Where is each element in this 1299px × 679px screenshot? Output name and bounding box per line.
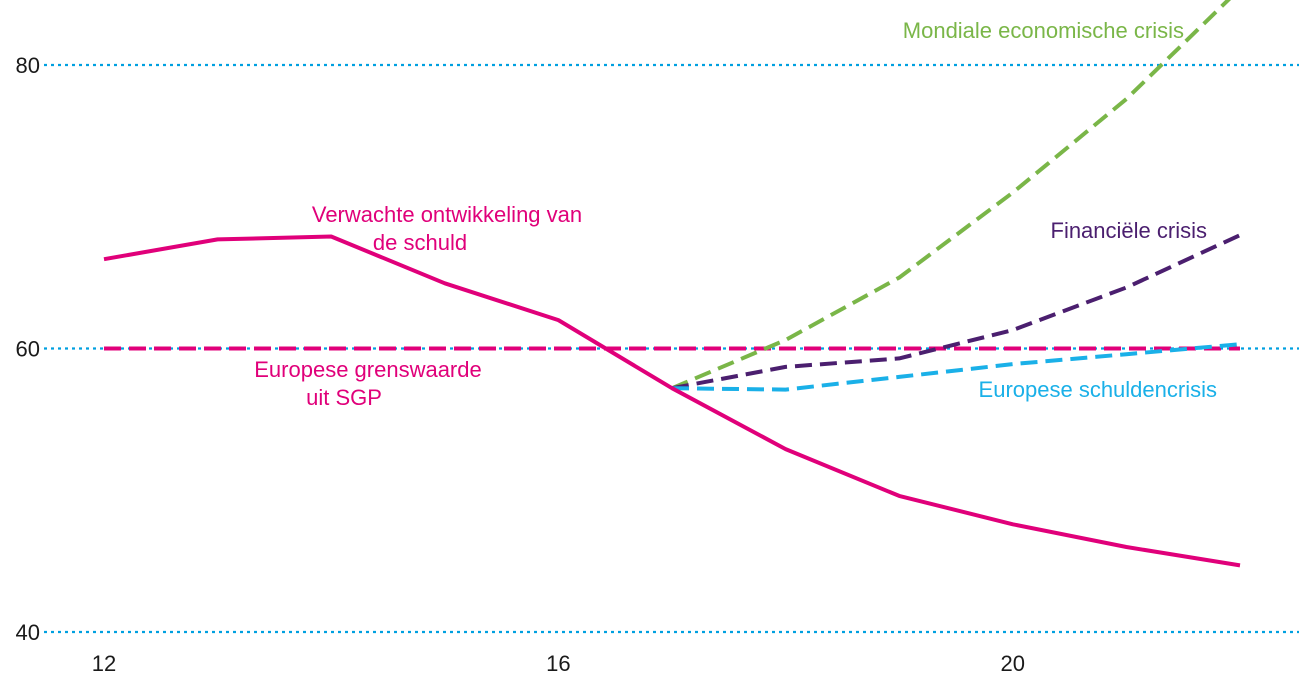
x-tick-label: 12 — [92, 651, 116, 676]
series-line-2 — [671, 0, 1232, 391]
annotation-grens-line1: Europese grenswaarde — [254, 357, 481, 382]
annotation-financieel: Financiële crisis — [1051, 218, 1208, 243]
annotation-mondiaal: Mondiale economische crisis — [903, 18, 1184, 43]
series-line-3 — [671, 233, 1241, 391]
series-line-0 — [103, 234, 1241, 568]
y-tick-label: 60 — [16, 337, 40, 362]
annotation-grens-line2: uit SGP — [306, 385, 382, 410]
annotation-europees: Europese schuldencrisis — [979, 377, 1217, 402]
x-axis-ticks: 12 16 20 — [92, 651, 1025, 676]
y-tick-label: 40 — [16, 620, 40, 645]
x-tick-label: 20 — [1001, 651, 1025, 676]
annotations: Verwachte ontwikkeling van de schuld Eur… — [254, 18, 1217, 410]
series-line-4 — [671, 342, 1241, 392]
annotation-verwacht-line2: de schuld — [373, 230, 467, 255]
annotation-verwacht-line1: Verwachte ontwikkeling van — [312, 202, 582, 227]
x-tick-label: 16 — [546, 651, 570, 676]
y-axis-ticks: 40 60 80 — [16, 53, 40, 645]
y-tick-label: 80 — [16, 53, 40, 78]
series-lines — [103, 0, 1241, 568]
